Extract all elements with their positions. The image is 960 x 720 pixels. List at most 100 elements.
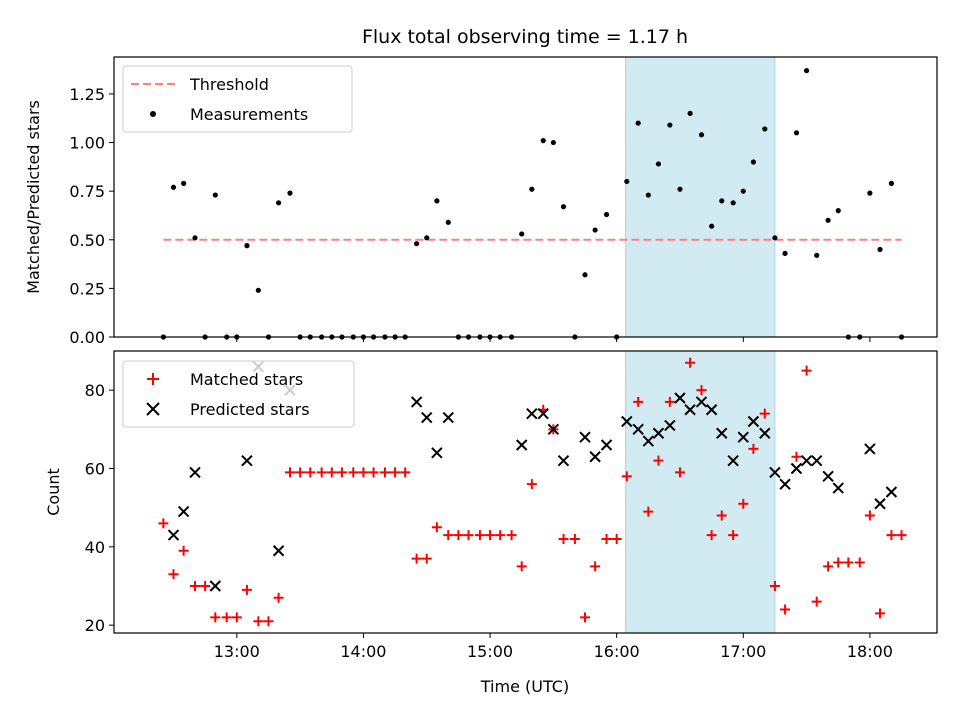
legend-predicted-swatch xyxy=(146,402,160,416)
matched-star-point xyxy=(854,557,865,568)
matched-star-point xyxy=(633,396,644,407)
predicted-star-point xyxy=(272,545,285,557)
x-tick-label: 13:00 xyxy=(214,642,260,661)
matched-star-point xyxy=(759,408,770,419)
matched-star-point xyxy=(474,530,485,541)
top-y-tick-label: 0.00 xyxy=(69,328,105,347)
top-y-tick-label: 1.00 xyxy=(69,134,105,153)
bottom-y-tick-label: 60 xyxy=(85,460,105,479)
bottom-plot-area: 20 40 60 80 13:00 14:00 15:00 16:00 17:00 18:00 xyxy=(85,350,938,661)
measurement-point xyxy=(414,241,420,247)
predicted-star-point xyxy=(442,411,454,424)
measurement-point xyxy=(540,138,546,144)
matched-star-point xyxy=(706,530,717,541)
measurement-point xyxy=(244,243,250,249)
bottom-shaded-region xyxy=(625,350,776,634)
matched-star-point xyxy=(305,467,316,478)
measurement-point xyxy=(560,204,567,210)
predicted-star-point xyxy=(642,435,655,447)
matched-star-point xyxy=(738,498,749,509)
predicted-star-point xyxy=(800,454,813,467)
matched-star-point xyxy=(178,545,189,556)
matched-star-point xyxy=(843,557,854,568)
matched-star-point xyxy=(833,557,844,568)
measurement-point xyxy=(424,235,430,241)
measurement-point xyxy=(825,217,831,223)
matched-star-point xyxy=(558,534,569,544)
measurement-point xyxy=(276,200,282,206)
matched-star-point xyxy=(674,467,685,478)
predicted-star-point xyxy=(705,404,718,416)
matched-star-point xyxy=(643,506,654,517)
matched-star-point xyxy=(443,530,454,541)
matched-star-point xyxy=(411,553,422,564)
predicted-star-point xyxy=(431,447,443,459)
measurement-point xyxy=(434,198,440,204)
predicted-star-point xyxy=(421,411,433,424)
matched-star-point xyxy=(780,604,791,615)
top-panel: 0.00 0.25 0.50 0.75 1.00 1.25 Matched/Predict… xyxy=(24,56,938,347)
predicted-star-point xyxy=(167,529,180,541)
measurement-point xyxy=(877,246,883,253)
top-legend: Threshold Measurements xyxy=(122,65,353,133)
measurement-point xyxy=(803,68,810,74)
measurement-point xyxy=(212,192,218,198)
top-plot-area: 0.00 0.25 0.50 0.75 1.00 1.25 xyxy=(69,56,938,347)
legend-predicted-label: Predicted stars xyxy=(190,400,310,419)
matched-star-point xyxy=(348,467,359,478)
matched-star-point xyxy=(875,608,886,619)
matched-star-point xyxy=(811,596,822,607)
predicted-star-point xyxy=(674,392,686,404)
measurement-point xyxy=(709,223,715,229)
predicted-star-point xyxy=(526,407,538,420)
top-shaded-region xyxy=(625,56,776,338)
x-tick-label: 14:00 xyxy=(340,642,386,661)
measurement-point xyxy=(740,188,746,194)
matched-star-point xyxy=(801,365,812,376)
bottom-legend-box xyxy=(122,360,355,428)
measurement-point xyxy=(888,180,895,186)
matched-star-point xyxy=(273,592,284,603)
predicted-star-point xyxy=(547,423,560,436)
matched-star-point xyxy=(696,385,707,396)
bottom-y-tick-label: 80 xyxy=(85,381,105,400)
matched-star-point xyxy=(210,612,221,623)
measurement-point xyxy=(867,190,873,196)
measurement-point xyxy=(677,186,683,192)
predicted-star-point xyxy=(632,423,644,436)
matched-star-point xyxy=(168,569,179,580)
matched-star-point xyxy=(431,522,442,533)
measurement-point xyxy=(519,231,525,237)
matched-star-point xyxy=(621,471,632,482)
matched-star-point xyxy=(896,530,907,541)
predicted-star-point xyxy=(874,498,886,510)
top-axes-frame xyxy=(113,56,938,338)
chart-title: Flux total observing time = 1.17 h xyxy=(362,26,688,48)
measurement-point xyxy=(181,180,187,186)
predicted-star-point xyxy=(790,462,803,475)
matched-star-point xyxy=(580,612,591,623)
matched-star-point xyxy=(390,467,401,478)
predicted-star-point xyxy=(209,580,221,592)
x-tick-label: 15:00 xyxy=(467,642,513,661)
predicted-star-point xyxy=(177,505,190,518)
legend-measurements-swatch xyxy=(150,111,156,117)
matched-star-point xyxy=(495,530,506,541)
top-y-axis-label: Matched/Predicted stars xyxy=(24,100,43,294)
predicted-star-point xyxy=(537,407,549,420)
measurement-point xyxy=(687,110,693,116)
bottom-axes-frame xyxy=(113,350,938,634)
matched-star-point xyxy=(685,357,696,368)
matched-star-point xyxy=(506,530,517,541)
measurement-point xyxy=(698,132,705,138)
matched-star-point xyxy=(485,530,496,541)
predicted-star-point xyxy=(737,431,749,443)
matched-star-point xyxy=(791,451,802,462)
measurement-point xyxy=(655,161,662,167)
matched-star-point xyxy=(823,561,834,572)
legend-matched-swatch xyxy=(147,373,159,385)
matched-star-point xyxy=(158,518,169,529)
matched-star-point xyxy=(263,616,274,627)
predicted-star-point xyxy=(600,439,613,451)
legend-threshold-label: Threshold xyxy=(189,75,269,94)
